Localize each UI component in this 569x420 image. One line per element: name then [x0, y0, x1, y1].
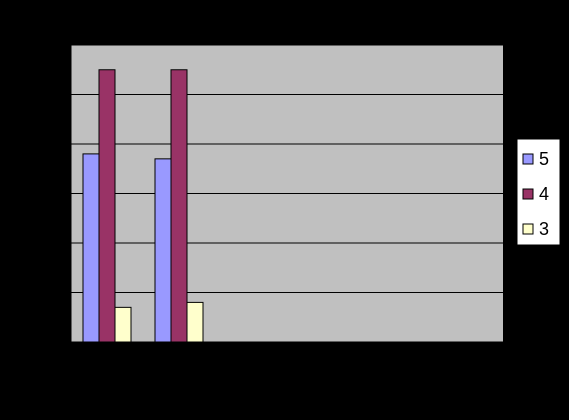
y-tick-label: 3 — [53, 182, 63, 202]
y-tick-label: 6 — [53, 34, 63, 54]
bar — [98, 69, 116, 343]
bar — [154, 158, 172, 343]
legend-swatch — [522, 153, 534, 165]
legend-label: 5 — [539, 149, 549, 169]
bar — [170, 69, 188, 343]
y-tick-label: 1 — [53, 281, 63, 301]
legend-swatch — [522, 188, 534, 200]
bar — [186, 301, 204, 343]
y-tick-label: 5 — [53, 83, 63, 103]
y-tick-label: 0 — [53, 331, 63, 351]
bar — [82, 153, 100, 343]
legend-label: 4 — [539, 184, 549, 204]
y-tick-label: 2 — [53, 232, 63, 252]
y-tick-label: 4 — [53, 133, 63, 153]
legend-swatch — [522, 223, 534, 235]
bar — [114, 306, 132, 343]
legend-label: 3 — [539, 219, 549, 239]
